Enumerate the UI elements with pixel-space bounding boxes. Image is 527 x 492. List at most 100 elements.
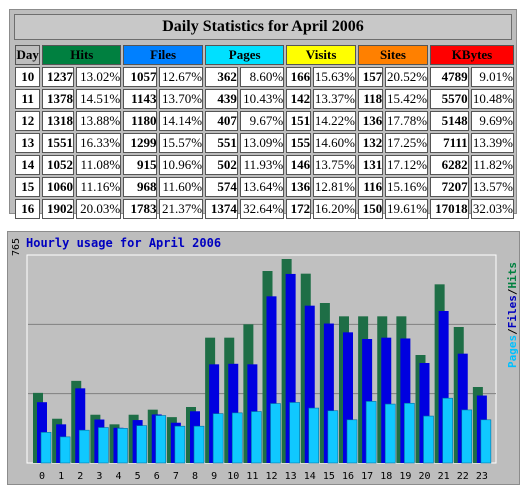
column-header-files: Files	[123, 45, 204, 65]
day-cell: 13	[15, 133, 41, 153]
bar-pages	[270, 403, 281, 464]
kbytes-percent-cell: 13.39%	[470, 133, 514, 153]
pages-value-cell: 574	[205, 177, 238, 197]
bar-pages	[480, 419, 492, 464]
bar-files	[419, 363, 430, 463]
visits-value-cell: 142	[286, 89, 312, 109]
pages-percent-cell: 8.60%	[239, 67, 285, 87]
x-tick-label: 12	[265, 471, 277, 482]
bar-pages	[404, 402, 415, 464]
kbytes-value-cell: 7207	[430, 177, 469, 197]
kbytes-value-cell: 6282	[430, 155, 469, 175]
files-value-cell: 1180	[123, 111, 158, 131]
bar-pages	[212, 413, 224, 464]
bar-pages	[59, 436, 71, 464]
x-tick-label: 3	[96, 471, 102, 482]
x-tick-label: 6	[154, 471, 160, 482]
bar-pages	[423, 415, 434, 464]
bar-pages	[155, 415, 167, 464]
bar-files	[343, 332, 353, 463]
x-tick-label: 10	[227, 471, 239, 482]
x-tick-label: 16	[342, 471, 354, 482]
bar-pages	[384, 403, 396, 464]
kbytes-percent-cell: 9.69%	[470, 111, 514, 131]
x-tick-label: 9	[211, 471, 217, 482]
column-header-pages: Pages	[205, 45, 285, 65]
bar-pages	[40, 432, 52, 464]
bar-files	[75, 388, 86, 463]
hits-percent-cell: 14.51%	[75, 89, 122, 109]
files-percent-cell: 10.96%	[159, 155, 204, 175]
x-tick-label: 1	[58, 471, 64, 482]
kbytes-value-cell: 4789	[430, 67, 469, 87]
files-percent-cell: 14.14%	[159, 111, 204, 131]
hits-value-cell: 1052	[42, 155, 74, 175]
files-value-cell: 1057	[123, 67, 158, 87]
pages-value-cell: 502	[205, 155, 238, 175]
pages-percent-cell: 13.64%	[239, 177, 285, 197]
x-tick-label: 17	[361, 471, 373, 482]
kbytes-percent-cell: 9.01%	[470, 67, 514, 87]
daily-statistics-table: Day Hits Files Pages Visits Sites KBytes 10 123…	[13, 43, 516, 221]
table-header-row: Day Hits Files Pages Visits Sites KBytes	[15, 45, 514, 65]
visits-value-cell: 146	[286, 155, 312, 175]
sites-value-cell: 131	[357, 155, 384, 175]
visits-value-cell: 155	[286, 133, 312, 153]
x-tick-label: 14	[304, 471, 316, 482]
visits-percent-cell: 15.63%	[313, 67, 356, 87]
sites-percent-cell: 15.16%	[385, 177, 429, 197]
bar-files	[304, 305, 315, 463]
kbytes-value-cell: 5570	[430, 89, 469, 109]
bar-pages	[327, 410, 339, 464]
x-tick-label: 7	[173, 471, 179, 482]
files-value-cell: 915	[123, 155, 158, 175]
x-tick-label: 19	[399, 471, 411, 482]
column-header-kbytes: KBytes	[430, 45, 514, 65]
sites-percent-cell: 19.61%	[385, 199, 429, 219]
day-cell: 11	[15, 89, 41, 109]
kbytes-percent-cell: 32.03%	[470, 199, 514, 219]
hits-percent-cell: 11.08%	[75, 155, 122, 175]
files-value-cell: 968	[123, 177, 158, 197]
hits-percent-cell: 16.33%	[75, 133, 122, 153]
hits-percent-cell: 13.88%	[75, 111, 122, 131]
bar-pages	[98, 427, 109, 464]
sites-percent-cell: 17.25%	[385, 133, 429, 153]
daily-statistics-title: Daily Statistics for April 2006	[14, 14, 512, 40]
pages-percent-cell: 10.43%	[239, 89, 285, 109]
x-tick-label: 18	[380, 471, 392, 482]
day-cell: 12	[15, 111, 41, 131]
bar-pages	[231, 412, 243, 464]
bar-files	[457, 353, 468, 463]
pages-percent-cell: 32.64%	[239, 199, 285, 219]
bar-pages	[251, 411, 262, 464]
visits-percent-cell: 12.81%	[313, 177, 356, 197]
hits-value-cell: 1902	[42, 199, 74, 219]
table-row: 14 1052 11.08% 915 10.96% 502 11.93% 146 13.75% 1…	[15, 155, 514, 175]
day-cell: 15	[15, 177, 41, 197]
x-tick-label: 5	[135, 471, 141, 482]
bar-files	[266, 296, 277, 463]
sites-value-cell: 116	[357, 177, 384, 197]
x-tick-label: 13	[285, 471, 297, 482]
bar-files	[285, 273, 296, 463]
sites-value-cell: 118	[357, 89, 384, 109]
bar-pages	[136, 425, 147, 464]
bar-files	[323, 323, 334, 463]
bar-pages	[193, 425, 205, 464]
files-percent-cell: 11.60%	[159, 177, 204, 197]
bar-pages	[346, 419, 358, 464]
hits-value-cell: 1551	[42, 133, 74, 153]
sites-percent-cell: 20.52%	[385, 67, 429, 87]
visits-percent-cell: 13.75%	[313, 155, 356, 175]
bar-pages	[289, 402, 300, 464]
table-row: 11 1378 14.51% 1143 13.70% 439 10.43% 142 13.37%…	[15, 89, 514, 109]
pages-value-cell: 551	[205, 133, 238, 153]
day-cell: 16	[15, 199, 41, 219]
x-tick-label: 22	[457, 471, 469, 482]
column-header-visits: Visits	[286, 45, 356, 65]
pages-value-cell: 439	[205, 89, 238, 109]
hits-percent-cell: 20.03%	[75, 199, 122, 219]
pages-percent-cell: 11.93%	[239, 155, 285, 175]
